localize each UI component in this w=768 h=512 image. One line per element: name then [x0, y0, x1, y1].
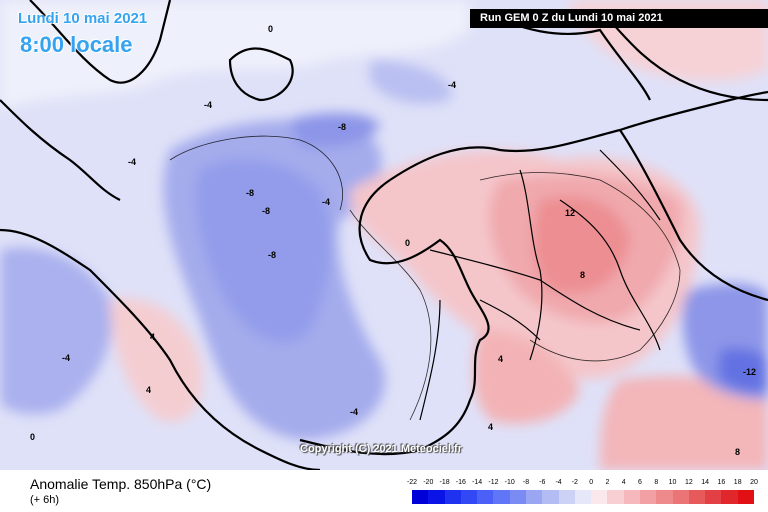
legend-color-swatch: [493, 490, 510, 504]
legend-tick-label: 12: [684, 479, 693, 486]
legend-tick-label: 8: [654, 479, 659, 486]
coastlines: [0, 0, 768, 470]
legend-tick-label: 14: [701, 479, 710, 486]
map-label: -8: [246, 188, 254, 198]
map-label: 0: [268, 24, 273, 34]
map-label: 12: [565, 208, 575, 218]
forecast-step: (+ 6h): [30, 494, 60, 506]
legend-tick-label: 4: [621, 479, 626, 486]
map-label: -4: [204, 100, 212, 110]
legend-color-swatch: [591, 490, 608, 504]
legend-color-swatch: [607, 490, 624, 504]
weather-map: 0 -4 -8 -12 4 8 12 0 -4 -8 4 -4 -8 -4 4 …: [0, 0, 768, 470]
legend-color-swatch: [428, 490, 445, 504]
map-label: -4: [448, 80, 456, 90]
parameter-title: Anomalie Temp. 850hPa (°C): [30, 476, 212, 492]
contour-labels: 0 -4 -8 -12 4 8 12 0 -4 -8 4 -4 -8 -4 4 …: [30, 24, 756, 457]
legend-color-swatch: [542, 490, 559, 504]
map-label: -12: [743, 367, 756, 377]
legend-color-swatch: [672, 490, 689, 504]
legend-color-swatch: [477, 490, 494, 504]
map-label: 0: [30, 432, 35, 442]
legend-tick-label: -4: [555, 479, 562, 486]
legend-color-swatch: [623, 490, 640, 504]
legend-tick-labels: -22 -20 -18 -16 -14 -12 -10 -8 -6 -4 -2 0 2 4 6 8 10 12 14…: [407, 479, 758, 489]
map-label: 4: [150, 332, 155, 342]
map-label: 4: [498, 354, 503, 364]
copyright-notice: Copyright (C) 2021 Meteociel.fr: [300, 443, 462, 455]
map-label: -8: [262, 206, 270, 216]
legend-tick-label: -16: [455, 479, 466, 486]
legend-tick-label: -10: [504, 479, 515, 486]
legend-tick-label: 2: [605, 479, 610, 486]
legend-tick-label: -6: [539, 479, 546, 486]
map-label: -4: [350, 407, 358, 417]
legend-color-swatch: [639, 490, 657, 504]
legend-tick-label: 6: [638, 479, 642, 486]
legend-tick-label: -22: [406, 479, 418, 486]
map-label: 8: [580, 270, 585, 280]
legend-color-swatch: [721, 490, 738, 504]
map-label: -4: [128, 157, 136, 167]
map-label: -8: [268, 250, 276, 260]
legend-color-swatch: [688, 490, 706, 504]
legend-color-swatch: [558, 490, 575, 504]
map-label: -8: [338, 122, 346, 132]
legend-tick-label: 18: [733, 479, 742, 486]
map-label: 4: [488, 422, 493, 432]
legend-tick-label: -18: [439, 479, 450, 486]
legend-color-swatch: [412, 490, 429, 504]
forecast-local-time: 8:00 locale: [20, 32, 133, 57]
legend-color-swatch: [737, 490, 754, 504]
legend-color-swatch: [509, 490, 526, 504]
borders: [419, 149, 661, 421]
model-run-label: Run GEM 0 Z du Lundi 10 mai 2021: [470, 9, 768, 28]
legend-tick-label: -14: [472, 479, 483, 486]
legend-tick-label: 20: [750, 479, 758, 486]
legend-tick-label: -8: [522, 479, 530, 486]
legend-tick-label: -2: [571, 479, 578, 486]
legend-tick-label: -12: [488, 479, 499, 486]
forecast-date: Lundi 10 mai 2021: [18, 10, 148, 27]
legend-color-swatch: [460, 490, 478, 504]
legend-color-swatch: [705, 490, 722, 504]
map-label: -4: [62, 353, 70, 363]
color-legend: [412, 490, 754, 504]
map-label: 8: [735, 447, 740, 457]
map-label: 4: [146, 385, 151, 395]
legend-color-swatch: [656, 490, 673, 504]
legend-tick-label: 10: [668, 479, 677, 486]
legend-tick-label: -20: [423, 479, 434, 486]
legend-tick-label: 0: [589, 479, 594, 486]
legend-color-swatch: [444, 490, 461, 504]
legend-color-swatch: [574, 490, 592, 504]
legend-tick-label: 16: [717, 479, 726, 486]
contour-lines: [169, 135, 681, 421]
map-label: 0: [405, 238, 410, 248]
legend-color-swatch: [525, 490, 543, 504]
map-label: -4: [322, 197, 330, 207]
